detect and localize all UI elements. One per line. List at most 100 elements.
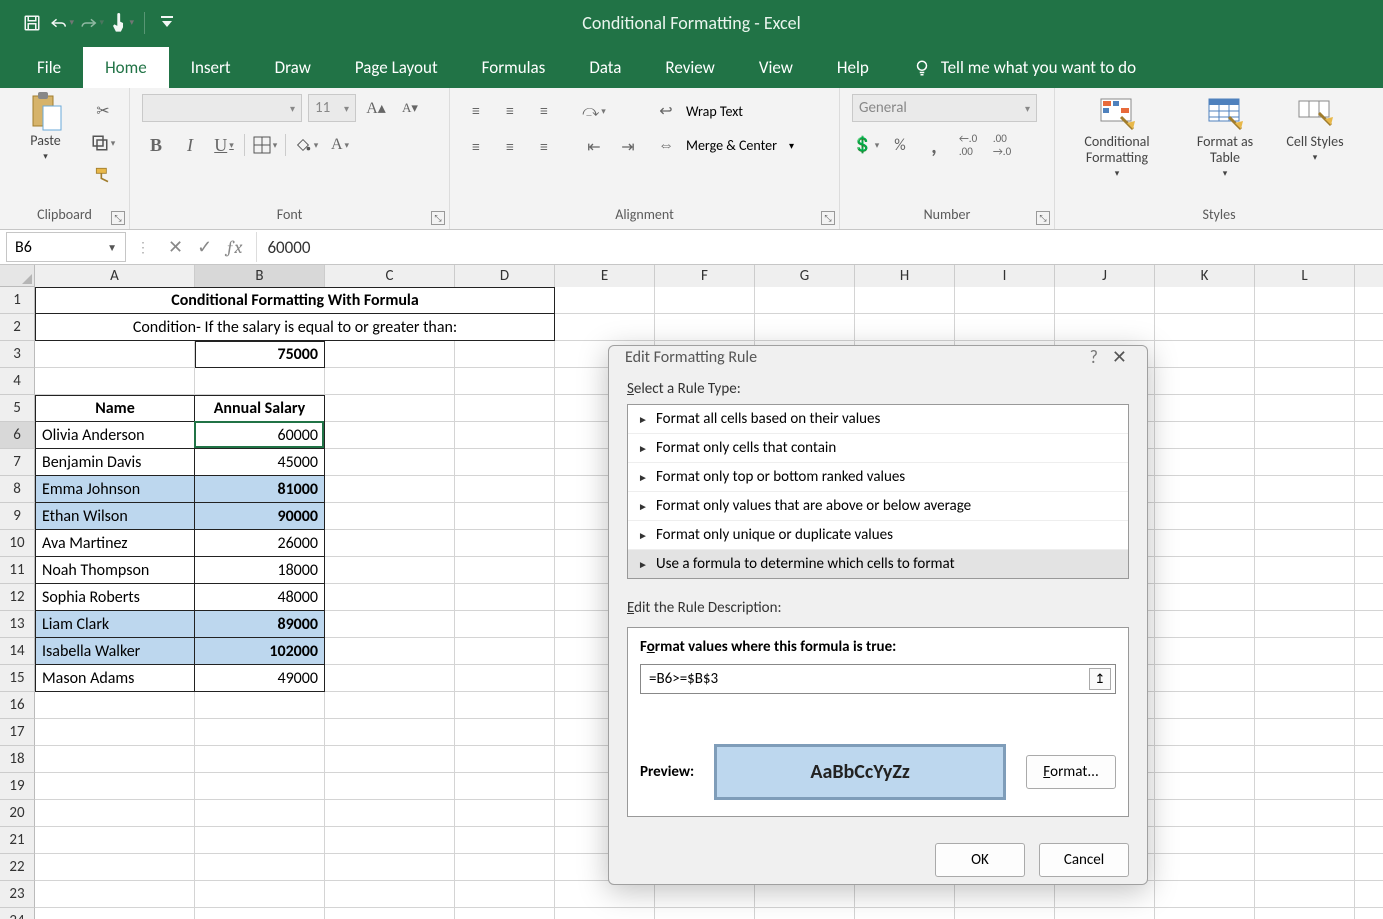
cell[interactable]: Benjamin Davis — [35, 449, 195, 476]
cell[interactable] — [1155, 368, 1255, 395]
name-box[interactable]: B6 ▼ — [6, 232, 126, 262]
tab-help[interactable]: Help — [815, 47, 891, 88]
row-header[interactable]: 14 — [0, 638, 35, 665]
cell[interactable] — [1155, 449, 1255, 476]
cell[interactable] — [1355, 314, 1383, 341]
format-button[interactable]: Format... — [1026, 755, 1116, 789]
cell[interactable] — [325, 584, 455, 611]
cell[interactable] — [455, 692, 555, 719]
row-header[interactable]: 12 — [0, 584, 35, 611]
cell[interactable] — [325, 503, 455, 530]
bold-button[interactable]: B — [142, 132, 170, 158]
row-header[interactable]: 5 — [0, 395, 35, 422]
cell[interactable] — [655, 287, 755, 314]
cell[interactable] — [325, 611, 455, 638]
rule-type-item[interactable]: ►Format only unique or duplicate values — [628, 521, 1128, 550]
cell[interactable]: Condition- If the salary is equal to or … — [35, 314, 555, 341]
column-header[interactable]: C — [325, 265, 455, 287]
column-header[interactable]: A — [35, 265, 195, 287]
row-header[interactable]: 16 — [0, 692, 35, 719]
cell[interactable] — [1355, 530, 1383, 557]
cell[interactable] — [455, 854, 555, 881]
number-dialog-launcher-icon[interactable]: ⤡ — [1036, 211, 1050, 225]
cell[interactable] — [1255, 314, 1355, 341]
column-header[interactable]: K — [1155, 265, 1255, 287]
cell[interactable]: Noah Thompson — [35, 557, 195, 584]
cell[interactable] — [325, 773, 455, 800]
cell[interactable] — [1255, 368, 1355, 395]
cell[interactable] — [195, 800, 325, 827]
cell[interactable] — [455, 368, 555, 395]
cell[interactable] — [195, 827, 325, 854]
cell[interactable] — [655, 314, 755, 341]
rule-type-item[interactable]: ►Format only cells that contain — [628, 434, 1128, 463]
cell[interactable] — [1355, 503, 1383, 530]
align-top-icon[interactable]: ≡ — [462, 98, 490, 124]
cell[interactable] — [855, 908, 955, 919]
merge-center-button[interactable]: ⇔ Merge & Center ▾ — [652, 132, 794, 158]
tab-draw[interactable]: Draw — [253, 47, 333, 88]
row-header[interactable]: 21 — [0, 827, 35, 854]
row-header[interactable]: 6 — [0, 422, 35, 449]
row-header[interactable]: 9 — [0, 503, 35, 530]
cell[interactable] — [325, 827, 455, 854]
cell[interactable] — [35, 341, 195, 368]
cell[interactable]: Sophia Roberts — [35, 584, 195, 611]
formula-input[interactable]: 60000 — [256, 232, 1383, 262]
cell[interactable]: Isabella Walker — [35, 638, 195, 665]
cell[interactable] — [455, 422, 555, 449]
column-header[interactable]: L — [1255, 265, 1355, 287]
format-as-table-button[interactable]: Format as Table▾ — [1185, 96, 1265, 179]
cell[interactable] — [1255, 584, 1355, 611]
column-header[interactable]: M — [1355, 265, 1383, 287]
cell[interactable]: 48000 — [195, 584, 325, 611]
cell[interactable] — [1355, 746, 1383, 773]
cell[interactable] — [195, 773, 325, 800]
cell[interactable] — [1355, 287, 1383, 314]
cell[interactable] — [35, 773, 195, 800]
tab-review[interactable]: Review — [643, 47, 736, 88]
cell[interactable]: Name — [35, 395, 195, 422]
cell[interactable] — [455, 638, 555, 665]
cell[interactable] — [955, 287, 1055, 314]
underline-button[interactable]: U — [210, 132, 238, 158]
cell[interactable] — [555, 908, 655, 919]
cell[interactable] — [1155, 881, 1255, 908]
column-header[interactable]: D — [455, 265, 555, 287]
cell[interactable] — [1255, 503, 1355, 530]
cell[interactable]: 75000 — [195, 341, 325, 368]
fill-color-icon[interactable] — [292, 132, 320, 158]
cell[interactable] — [1255, 773, 1355, 800]
cell[interactable] — [1155, 530, 1255, 557]
cell[interactable] — [1155, 341, 1255, 368]
row-header[interactable]: 19 — [0, 773, 35, 800]
cell[interactable] — [1355, 719, 1383, 746]
conditional-formatting-button[interactable]: Conditional Formatting▾ — [1067, 96, 1167, 179]
cell[interactable] — [1055, 908, 1155, 919]
cell[interactable] — [1355, 584, 1383, 611]
cell[interactable] — [1255, 557, 1355, 584]
cell[interactable] — [1255, 881, 1355, 908]
orientation-icon[interactable]: ⤼ — [580, 98, 608, 124]
cell[interactable] — [1355, 908, 1383, 919]
cell[interactable] — [35, 692, 195, 719]
cell[interactable] — [455, 584, 555, 611]
cell[interactable] — [35, 908, 195, 919]
dialog-close-icon[interactable]: ✕ — [1108, 346, 1131, 368]
cell[interactable] — [455, 557, 555, 584]
cell[interactable] — [455, 800, 555, 827]
cell[interactable] — [1355, 611, 1383, 638]
cell[interactable] — [455, 341, 555, 368]
cell[interactable] — [325, 638, 455, 665]
percent-format-icon[interactable]: % — [886, 132, 914, 158]
alignment-dialog-launcher-icon[interactable]: ⤡ — [821, 211, 835, 225]
align-right-icon[interactable]: ≡ — [530, 134, 558, 160]
row-header[interactable]: 23 — [0, 881, 35, 908]
column-header[interactable]: F — [655, 265, 755, 287]
cell[interactable] — [1255, 422, 1355, 449]
row-header[interactable]: 11 — [0, 557, 35, 584]
column-header[interactable]: H — [855, 265, 955, 287]
cell[interactable] — [1255, 341, 1355, 368]
ok-button[interactable]: OK — [935, 843, 1025, 877]
cell[interactable] — [195, 368, 325, 395]
